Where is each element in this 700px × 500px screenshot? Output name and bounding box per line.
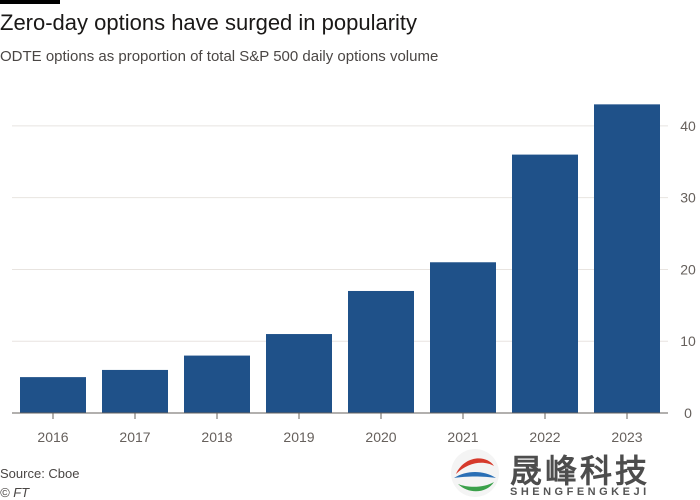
bar-2021 [430, 262, 496, 413]
chart-subtitle: ODTE options as proportion of total S&P … [0, 48, 439, 65]
x-tick-label: 2020 [365, 429, 396, 445]
y-tick-label: 20 [680, 261, 696, 277]
watermark-name: 晟峰科技 [510, 453, 651, 489]
bar-2023 [594, 104, 660, 413]
y-tick-label: 30 [680, 190, 696, 206]
chart-title: Zero-day options have surged in populari… [0, 10, 418, 35]
watermark-logo-icon [451, 449, 499, 497]
y-tick-label: 0 [684, 405, 692, 421]
title-accent-bar [0, 0, 60, 4]
x-tick-label: 2023 [611, 429, 642, 445]
x-tick-label: 2016 [37, 429, 68, 445]
bar-2020 [348, 290, 414, 413]
x-tick-label: 2022 [529, 429, 560, 445]
bar-2018 [184, 355, 250, 413]
bar-chart: 0 10 20 30 40 2016 2017 2018 2019 2020 2021 2022 202… [12, 104, 696, 445]
y-tick-label: 40 [680, 118, 696, 134]
bar-2017 [102, 369, 168, 413]
x-tick-label: 2017 [119, 429, 150, 445]
bars [20, 104, 660, 413]
x-tick-label: 2019 [283, 429, 314, 445]
bar-2016 [20, 377, 86, 413]
y-tick-label: 10 [680, 333, 696, 349]
watermark: 晟峰科技 SHENGFENGKEJI [444, 444, 700, 500]
bar-2022 [512, 154, 578, 413]
watermark-subtitle: SHENGFENGKEJI [510, 486, 650, 498]
source-note: Source: Cboe [0, 466, 80, 481]
x-tick-label: 2018 [201, 429, 232, 445]
x-tick-label: 2021 [447, 429, 478, 445]
copyright-note: © FT [0, 485, 30, 500]
axes: 0 10 20 30 40 2016 2017 2018 2019 2020 2021 2022 202… [12, 118, 696, 445]
bar-2019 [266, 334, 332, 413]
